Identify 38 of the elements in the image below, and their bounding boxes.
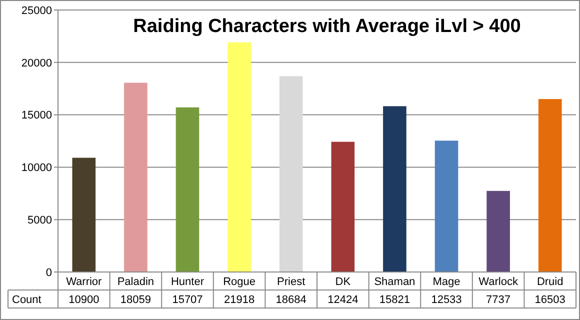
y-tick-label: 0 (46, 266, 52, 279)
bar (486, 190, 510, 272)
bar (331, 142, 355, 272)
data-label: 7737 (486, 294, 511, 306)
x-tick-label: Hunter (170, 276, 204, 288)
x-tick-label: Warlock (478, 276, 518, 288)
bar (228, 42, 251, 272)
data-label: 10900 (68, 294, 100, 306)
bar (434, 140, 458, 272)
chart-title: Raiding Characters with Average iLvl > 400 (133, 16, 521, 37)
data-label: 18059 (120, 294, 151, 306)
x-tick-label: Mage (432, 276, 460, 288)
y-tick-label: 20000 (21, 57, 52, 70)
x-tick-label: DK (335, 276, 352, 288)
data-label: 12533 (431, 294, 462, 306)
x-tick-label: Warrior (66, 276, 102, 288)
text: Count (12, 294, 42, 306)
bar (72, 158, 96, 272)
y-tick-label: 25000 (21, 4, 52, 17)
x-tick-label: Druid (536, 276, 564, 288)
y-tick-label: 5000 (28, 214, 52, 226)
y-tick-label: 15000 (21, 110, 52, 122)
data-label: 16503 (534, 294, 566, 306)
x-tick-label: Priest (277, 276, 306, 288)
data-label: 15821 (379, 294, 410, 306)
bar (176, 107, 200, 272)
bar (383, 106, 406, 272)
x-tick-label: Rogue (223, 276, 256, 288)
data-label: 15707 (172, 294, 203, 306)
x-tick-label: Shaman (374, 276, 416, 288)
bar (279, 76, 303, 272)
data-label: 21918 (224, 294, 255, 306)
data-label: 18684 (276, 294, 306, 306)
x-tick-label: Paladin (117, 276, 154, 288)
bar (538, 99, 562, 272)
data-label: 12424 (328, 294, 358, 306)
bar (124, 82, 148, 272)
y-tick-label: 10000 (21, 162, 52, 174)
